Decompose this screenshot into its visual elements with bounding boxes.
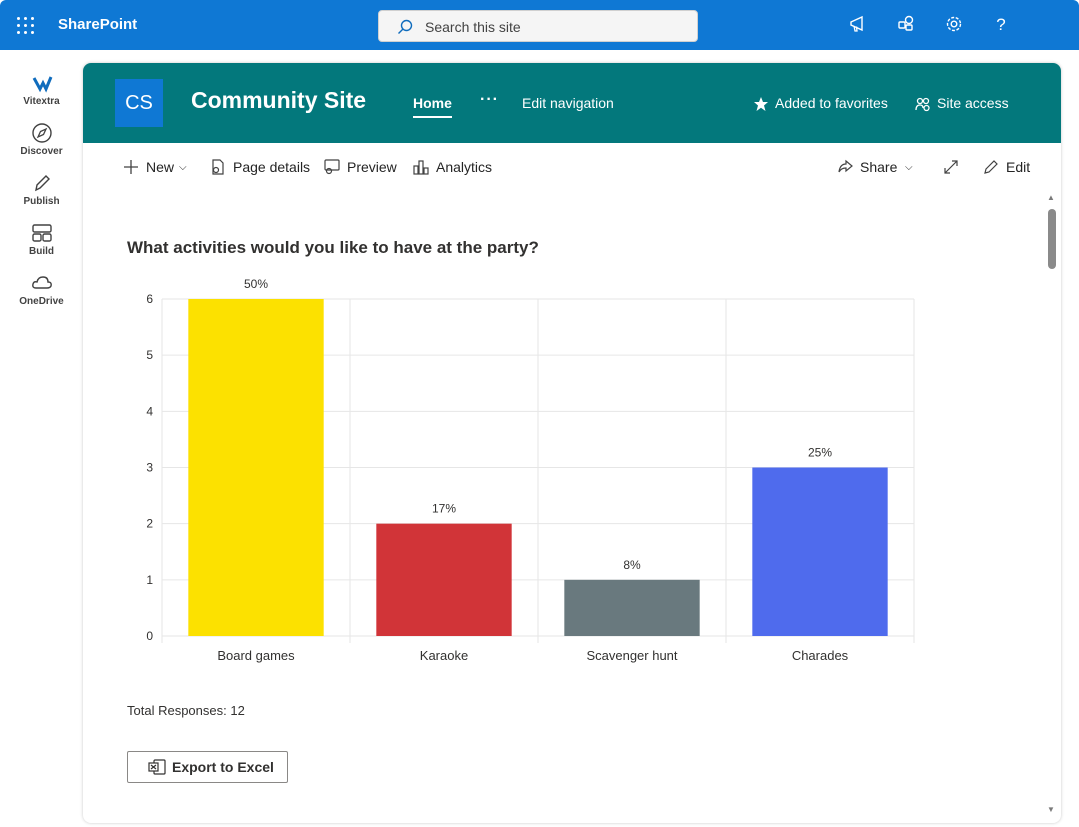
data-label: 50%: [244, 277, 268, 291]
sharepoint-app-icon[interactable]: [895, 14, 917, 36]
y-tick-label: 3: [146, 461, 153, 475]
help-icon[interactable]: ?: [996, 15, 1006, 34]
chevron-down-icon: ⌵: [905, 162, 913, 173]
page-gear-icon: [212, 159, 224, 175]
search-icon: [398, 19, 413, 34]
pen-icon: [34, 175, 50, 192]
data-label: 8%: [623, 558, 641, 572]
left-rail: Vitextra Discover Publish Build OneDrive: [0, 50, 83, 827]
y-tick-label: 4: [146, 404, 153, 418]
data-label: 17%: [432, 502, 456, 516]
nav-more-button[interactable]: ···: [480, 91, 499, 108]
x-tick-label: Karaoke: [420, 648, 468, 663]
x-tick-label: Board games: [217, 648, 295, 663]
compass-icon: [31, 123, 52, 143]
rail-item-label: OneDrive: [19, 296, 64, 307]
data-label: 25%: [808, 446, 832, 460]
bar-karaoke: [376, 523, 512, 636]
x-tick-label: Scavenger hunt: [586, 648, 677, 663]
y-tick-label: 0: [146, 629, 153, 643]
export-to-excel-button[interactable]: Export to Excel: [127, 751, 288, 783]
scroll-up-arrow-icon[interactable]: ▲: [1047, 193, 1055, 202]
cloud-icon: [31, 276, 52, 289]
excel-icon: [148, 759, 166, 775]
rail-item-discover[interactable]: Discover: [0, 122, 83, 157]
preview-label: Preview: [347, 159, 397, 175]
app-launcher-icon[interactable]: [17, 17, 35, 35]
x-tick-label: Charades: [792, 648, 849, 663]
site-title[interactable]: Community Site: [191, 87, 367, 113]
site-access-label: Site access: [937, 95, 1009, 111]
app-brand[interactable]: SharePoint: [58, 16, 138, 33]
rail-item-label: Vitextra: [23, 96, 60, 107]
share-label: Share: [860, 159, 898, 175]
rail-item-label: Discover: [20, 146, 63, 157]
megaphone-icon[interactable]: [847, 14, 869, 36]
scrollbar-thumb[interactable]: [1048, 209, 1056, 269]
bar-scavenger-hunt: [564, 579, 700, 636]
rail-item-vitextra[interactable]: Vitextra: [0, 72, 83, 107]
y-tick-label: 5: [146, 348, 153, 362]
expand-arrows-icon: [944, 160, 958, 174]
content-frame: CS Community Site Home ··· Edit navigati…: [83, 63, 1061, 823]
edit-navigation-link[interactable]: Edit navigation: [522, 95, 614, 111]
analytics-label: Analytics: [436, 159, 493, 175]
plus-icon: [124, 160, 138, 174]
favorites-label: Added to favorites: [775, 95, 888, 111]
total-responses: Total Responses: 12: [127, 703, 245, 718]
nav-home-link[interactable]: Home: [413, 95, 452, 111]
new-label: New: [146, 159, 175, 175]
bar-charades: [752, 467, 888, 636]
site-logo[interactable]: CS: [115, 79, 163, 127]
chart-title: What activities would you like to have a…: [127, 238, 539, 257]
rail-item-publish[interactable]: Publish: [0, 172, 83, 207]
analytics-bars-icon: [413, 160, 429, 175]
y-tick-label: 1: [146, 573, 153, 587]
y-tick-label: 6: [146, 292, 153, 306]
site-header: CS Community Site Home ··· Edit navigati…: [83, 63, 1061, 143]
pencil-icon: [984, 160, 998, 174]
rail-item-label: Publish: [23, 196, 60, 207]
chevron-down-icon: ⌵: [179, 162, 187, 173]
search-box[interactable]: [378, 10, 698, 42]
layout-grid-icon: [31, 224, 52, 242]
edit-label: Edit: [1006, 159, 1031, 175]
page-details-label: Page details: [233, 159, 311, 175]
y-tick-label: 2: [146, 517, 153, 531]
star-icon: [754, 97, 768, 111]
scroll-down-arrow-icon[interactable]: ▼: [1047, 805, 1055, 814]
export-label: Export to Excel: [172, 759, 274, 775]
vitextra-logo-icon: [32, 76, 52, 93]
search-input[interactable]: [425, 17, 685, 37]
preview-icon: [324, 159, 340, 175]
bar-chart: 0 1 2 3 4 5 6 50% Board games 17% Karaoke 8% Scaveng…: [146, 277, 915, 663]
nav-active-indicator: [413, 116, 452, 118]
settings-gear-icon[interactable]: [943, 14, 965, 36]
rail-item-onedrive[interactable]: OneDrive: [0, 272, 83, 307]
share-icon: [838, 159, 853, 173]
rail-item-label: Build: [29, 246, 54, 257]
bar-board-games: [188, 299, 324, 636]
people-settings-icon: [915, 97, 930, 112]
rail-item-build[interactable]: Build: [0, 222, 83, 257]
suite-bar: SharePoint ?: [0, 0, 1079, 50]
